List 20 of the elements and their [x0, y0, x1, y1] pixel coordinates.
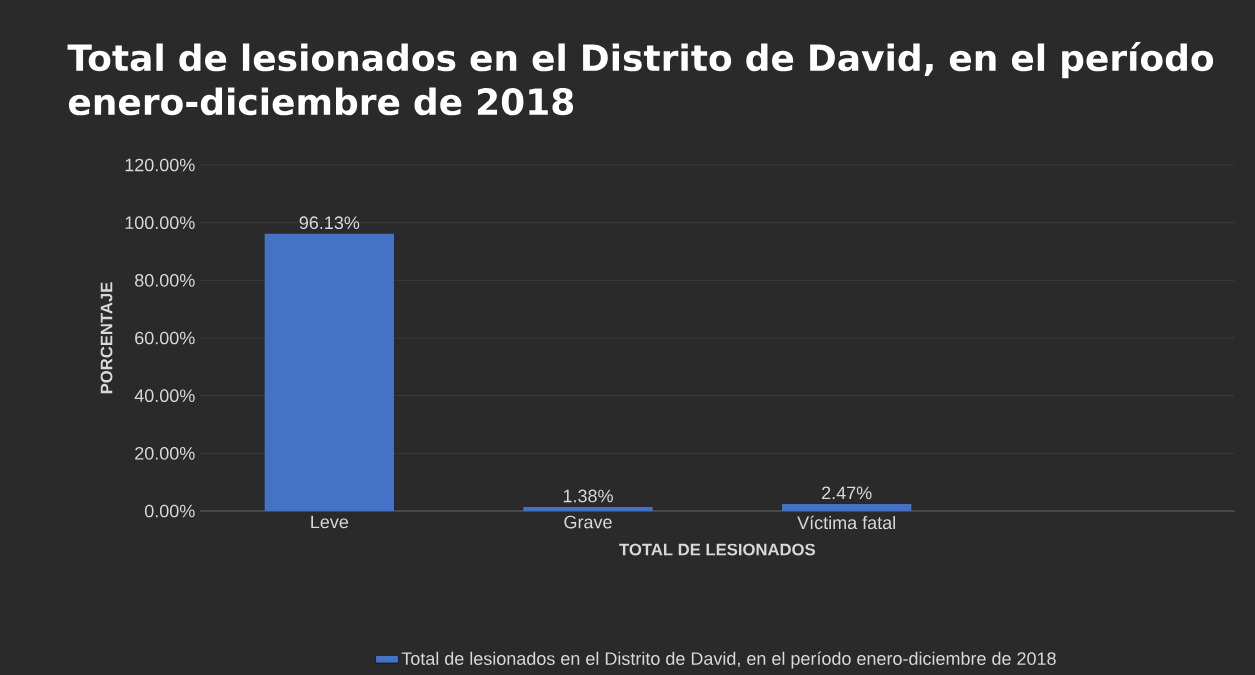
y-axis-title: PORCENTAJE	[100, 282, 113, 394]
x-axis-title: TOTAL DE LESIONADOS	[619, 543, 815, 556]
data-label: 1.38%	[563, 489, 613, 503]
y-tick-label: 0.00%	[144, 504, 195, 518]
bar	[523, 507, 653, 511]
y-tick-label: 100.00%	[125, 216, 195, 230]
chart-title: Total de lesionados en el Distrito de David, en el período enero-diciembre de 2018	[67, 42, 1214, 116]
y-tick-label: 20.00%	[135, 446, 195, 460]
bar	[782, 503, 912, 511]
legend-label: Total de lesionados en el Distrito de David, en el período enero-diciembre de 2018	[401, 651, 1056, 669]
bar	[264, 233, 395, 511]
y-tick-label: 80.00%	[135, 273, 195, 287]
x-tick-label: Víctima fatal	[797, 515, 895, 530]
x-tick-label: Leve	[311, 515, 349, 529]
data-label: 2.47%	[822, 486, 872, 500]
y-tick-label: 40.00%	[134, 389, 195, 403]
y-tick-label: 120.00%	[125, 158, 195, 172]
x-tick-label: Grave	[564, 515, 612, 529]
y-tick-label: 60.00%	[135, 331, 195, 345]
data-label: 96.13%	[299, 216, 360, 230]
